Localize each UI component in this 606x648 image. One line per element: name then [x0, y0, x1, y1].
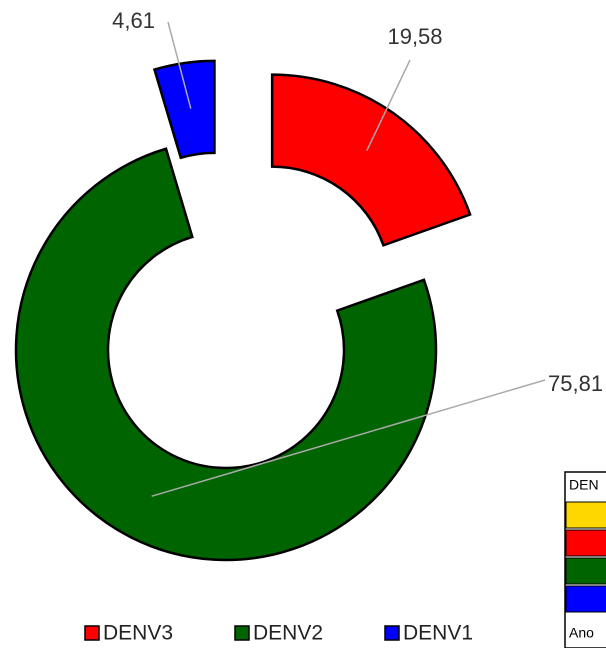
data-label: 4,61 — [112, 8, 155, 33]
legend-label: DENV3 — [103, 622, 173, 645]
leader-line — [366, 59, 411, 152]
leader-line — [151, 379, 546, 497]
donut-segment — [152, 59, 216, 160]
table-color-cell — [565, 501, 606, 529]
legend-swatch — [84, 625, 100, 641]
table-footer: Ano — [569, 625, 594, 641]
donut-segment — [270, 73, 472, 247]
legend-swatch — [234, 625, 250, 641]
legend-label: DENV1 — [403, 622, 473, 645]
data-label: 75,81 — [548, 371, 603, 396]
table-color-cell — [565, 529, 606, 557]
data-table: DEN Ano — [564, 471, 606, 648]
leader-line — [167, 21, 192, 109]
table-color-cell — [565, 585, 606, 613]
data-label: 19,58 — [387, 24, 442, 49]
table-header: DEN — [569, 477, 599, 493]
legend-label: DENV2 — [253, 622, 323, 645]
legend-swatch — [384, 625, 400, 641]
table-color-cell — [565, 557, 606, 585]
donut-segment — [14, 147, 438, 562]
